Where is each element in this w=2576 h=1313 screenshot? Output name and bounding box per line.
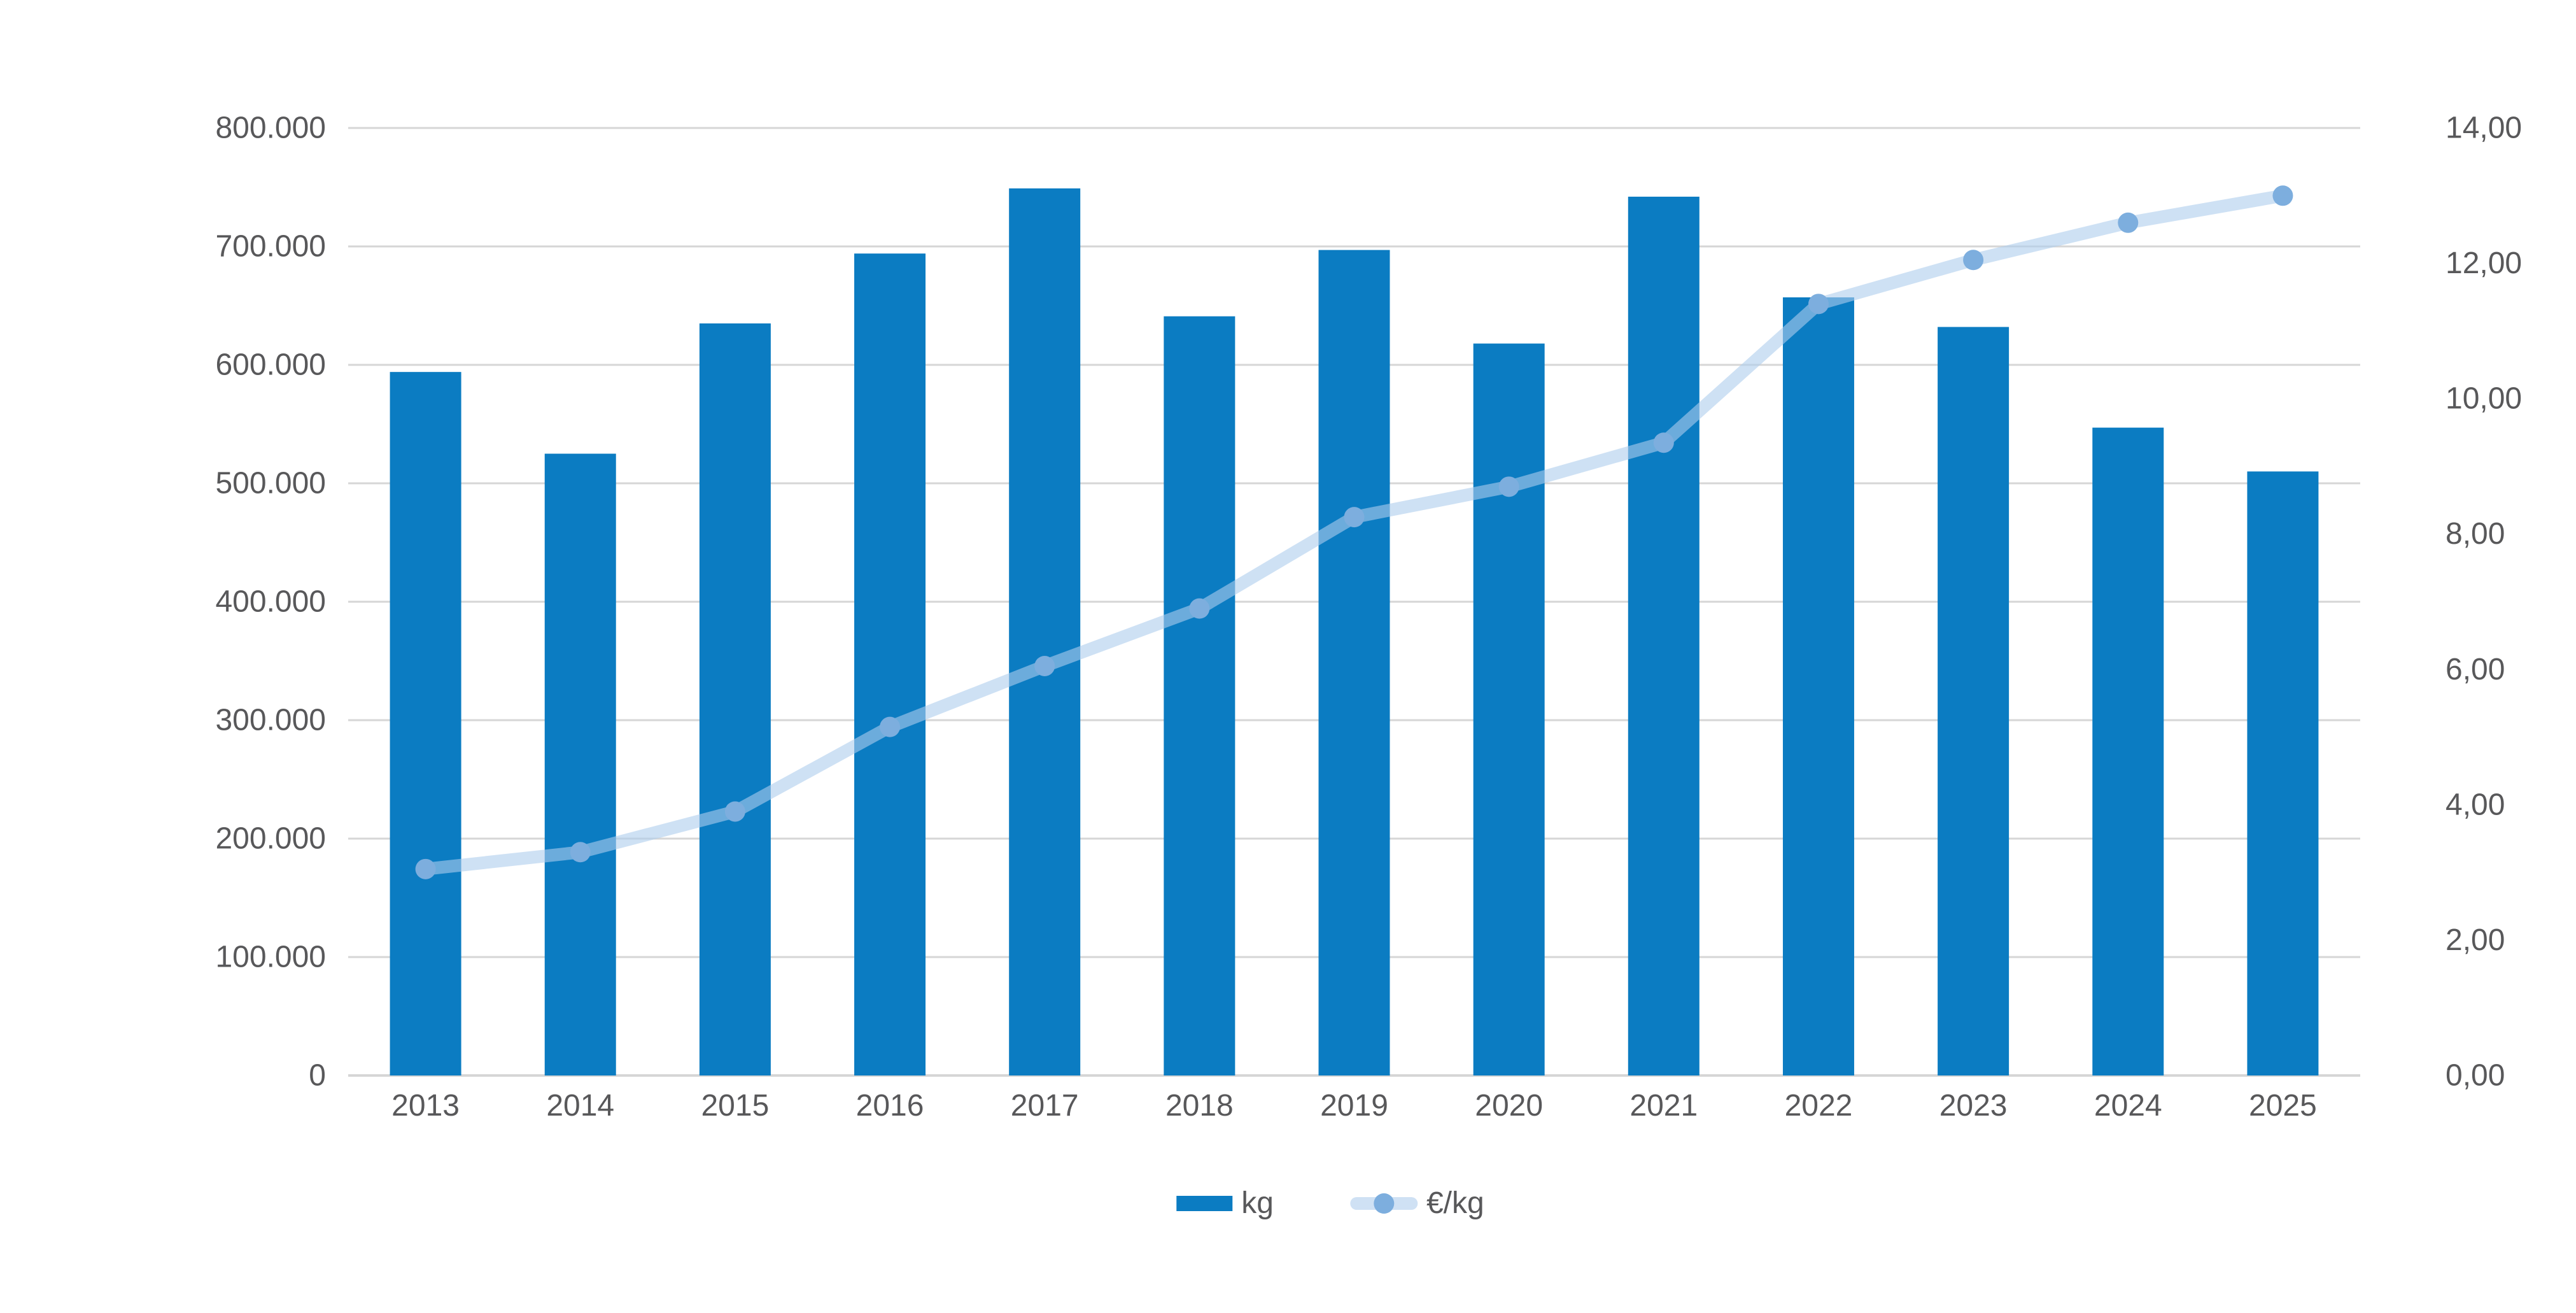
left-axis-tick-label: 200.000: [215, 822, 326, 856]
eur-per-kg-line-swatch: [1349, 1193, 1418, 1214]
line-point-2018[interactable]: [1189, 598, 1210, 619]
bar-2020[interactable]: [1473, 343, 1545, 1075]
line-point-2015[interactable]: [724, 801, 745, 822]
line-point-2017[interactable]: [1034, 655, 1055, 676]
line-point-2019[interactable]: [1344, 507, 1365, 528]
bar-2024[interactable]: [2092, 427, 2164, 1075]
bar-2025[interactable]: [2247, 471, 2319, 1075]
right-axis-tick-label: 2,00: [2446, 923, 2505, 957]
legend-label-kg: kg: [1241, 1186, 1274, 1220]
x-axis-label-2013: 2013: [391, 1089, 460, 1123]
left-axis-tick-label: 100.000: [215, 940, 326, 974]
left-axis-tick-label: 500.000: [215, 467, 326, 500]
left-axis-tick-label: 300.000: [215, 704, 326, 737]
x-axis-label-2015: 2015: [701, 1089, 769, 1123]
bar-2021[interactable]: [1628, 196, 1700, 1075]
line-point-2024[interactable]: [2118, 212, 2139, 233]
bar-2023[interactable]: [1938, 327, 2009, 1075]
line-point-2014[interactable]: [570, 842, 591, 863]
x-axis-label-2025: 2025: [2249, 1089, 2317, 1123]
right-axis-tick-label: 8,00: [2446, 517, 2505, 551]
right-axis-tick-label: 14,00: [2446, 111, 2522, 145]
right-axis-tick-label: 10,00: [2446, 382, 2522, 416]
x-axis-label-2014: 2014: [546, 1089, 614, 1123]
left-axis-tick-label: 600.000: [215, 348, 326, 382]
x-axis-label-2017: 2017: [1011, 1089, 1079, 1123]
legend-item-eur-per-kg[interactable]: €/kg: [1349, 1186, 1484, 1220]
bar-2017[interactable]: [1009, 188, 1081, 1075]
line-point-2021[interactable]: [1653, 432, 1674, 453]
x-axis-label-2022: 2022: [1785, 1089, 1853, 1123]
x-axis-label-2019: 2019: [1320, 1089, 1388, 1123]
x-axis-label-2024: 2024: [2094, 1089, 2162, 1123]
line-point-2022[interactable]: [1808, 294, 1829, 315]
kg-bar-swatch: [1176, 1196, 1233, 1211]
right-axis-tick-label: 6,00: [2446, 653, 2505, 686]
bar-2022[interactable]: [1782, 297, 1854, 1076]
x-axis-label-2016: 2016: [856, 1089, 924, 1123]
x-axis-label-2018: 2018: [1165, 1089, 1234, 1123]
line-point-2013[interactable]: [415, 858, 436, 879]
x-axis-label-2021: 2021: [1629, 1089, 1698, 1123]
line-point-2020[interactable]: [1498, 476, 1519, 497]
line-point-2025[interactable]: [2272, 185, 2293, 206]
chart-legend: kg €/kg: [1176, 1183, 1484, 1224]
right-axis-tick-label: 0,00: [2446, 1059, 2505, 1093]
bar-2016[interactable]: [854, 253, 926, 1075]
right-axis-tick-label: 12,00: [2446, 246, 2522, 280]
legend-label-eur-per-kg: €/kg: [1426, 1186, 1484, 1220]
left-axis-tick-label: 800.000: [215, 111, 326, 145]
right-axis-tick-label: 4,00: [2446, 788, 2505, 821]
left-axis-tick-label: 0: [309, 1059, 326, 1093]
left-axis-tick-label: 400.000: [215, 585, 326, 619]
x-axis-label-2020: 2020: [1475, 1089, 1543, 1123]
bar-2013[interactable]: [390, 372, 461, 1076]
line-point-2023[interactable]: [1963, 250, 1984, 271]
legend-item-kg[interactable]: kg: [1176, 1188, 1274, 1219]
bar-2015[interactable]: [699, 323, 771, 1075]
x-axis-label-2023: 2023: [1939, 1089, 2008, 1123]
eur-per-kg-point-swatch: [1373, 1193, 1394, 1214]
line-point-2016[interactable]: [880, 716, 901, 737]
bar-2019[interactable]: [1318, 250, 1390, 1076]
bar-2018[interactable]: [1164, 316, 1235, 1075]
bar-2014[interactable]: [544, 453, 616, 1076]
left-axis-tick-label: 700.000: [215, 230, 326, 264]
